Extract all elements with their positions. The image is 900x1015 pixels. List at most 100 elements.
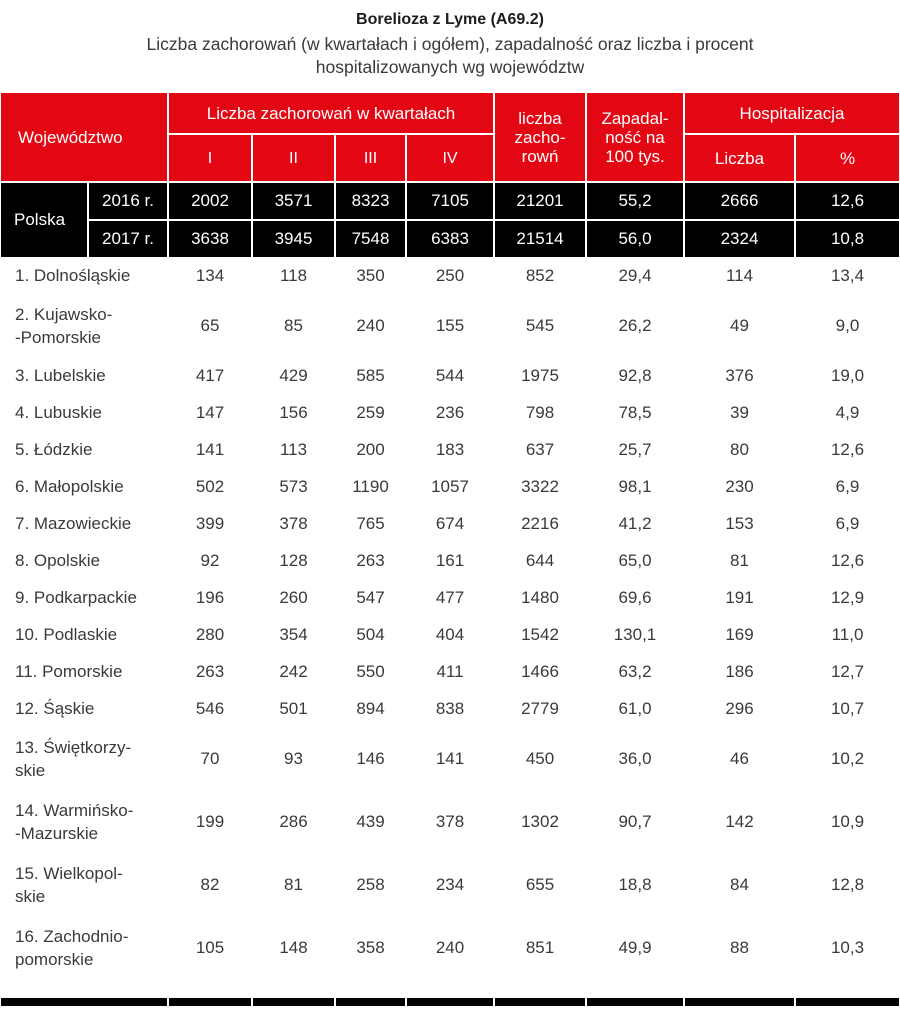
poland-value-cell: 2002	[169, 183, 251, 219]
row-value: 674	[435, 513, 465, 533]
row-value: 644	[525, 550, 555, 570]
header-cell-quarters-group: Liczba zachorowań w kwartałach	[169, 93, 493, 133]
poland-value-cell: 3638	[169, 221, 251, 257]
title-block: Borelioza z Lyme (A69.2) Liczba zachorow…	[0, 0, 900, 79]
row-value: 142	[725, 811, 754, 831]
table-row: 5. Łódzkie 141 113 200 183 637 25,7 80 12,6	[1, 431, 899, 468]
bottom-bar-segment	[253, 998, 334, 1006]
row-name: 4. Lubuskie	[15, 403, 102, 422]
row-name: 5. Łódzkie	[15, 440, 93, 459]
row-name: 8. Opolskie	[15, 551, 101, 570]
row-value: 3322	[521, 476, 559, 496]
row-value: 230	[725, 476, 754, 496]
poland-value-cell: 2324	[685, 221, 794, 257]
row-value: 573	[279, 476, 308, 496]
row-value: 84	[730, 874, 749, 894]
table-row: 12. Śąskie 546 501 894 838 2779 61,0 296 10,7	[1, 690, 899, 727]
table-row: 6. Małopolskie 502 573 1190 1057 3322 98,1 230 6…	[1, 468, 899, 505]
bottom-bar-segment	[685, 998, 794, 1006]
row-value: 148	[279, 937, 308, 957]
table-row: 4. Lubuskie 147 156 259 236 798 78,5 39 4,9	[1, 394, 899, 431]
row-value: 183	[435, 439, 465, 459]
table-row: 7. Mazowieckie 399 378 765 674 2216 41,2 153 6,9	[1, 505, 899, 542]
row-value: 85	[284, 315, 303, 335]
row-value: 134	[195, 265, 225, 285]
row-value: 118	[279, 265, 308, 285]
row-value: 90,7	[618, 811, 652, 831]
poland-value-cell: 3945	[253, 221, 334, 257]
row-value: 240	[356, 315, 385, 335]
row-name: 15. Wielkopol- skie	[15, 863, 123, 906]
bottom-bar-segment	[495, 998, 585, 1006]
row-value: 250	[435, 265, 465, 285]
row-value: 12,6	[830, 439, 865, 459]
row-name: 1. Dolnośląskie	[15, 266, 131, 285]
row-name: 10. Podlaskie	[15, 625, 118, 644]
row-value: 280	[195, 624, 225, 644]
row-value: 504	[356, 624, 385, 644]
poland-summary: Polska 2016 r. 2002 3571 8323 7105 21201 55,2 2…	[1, 183, 899, 257]
row-name: 6. Małopolskie	[15, 477, 124, 496]
poland-value-cell: 56,0	[587, 221, 683, 257]
row-value: 12,8	[830, 874, 865, 894]
row-value: 49,9	[618, 937, 652, 957]
row-value: 19,0	[830, 365, 865, 385]
stats-table: Województwo Liczba zachorowań w kwartała…	[1, 93, 899, 1006]
table-row: 9. Podkarpackie 196 260 547 477 1480 69,6 191 12…	[1, 579, 899, 616]
row-name: 9. Podkarpackie	[15, 588, 137, 607]
header-cell-hospitalization: Hospitalizacja	[685, 93, 899, 133]
row-value: 98,1	[618, 476, 652, 496]
table-row: 13. Świętkorzy- skie 70 93 146 141 450 36,0 46 1…	[1, 727, 899, 790]
row-value: 240	[435, 937, 465, 957]
row-value: 1542	[521, 624, 559, 644]
poland-value-cell: 55,2	[587, 183, 683, 219]
row-value: 186	[725, 661, 754, 681]
row-value: 92,8	[618, 365, 652, 385]
bottom-bar-segment	[336, 998, 405, 1006]
table-row: 16. Zachodnio- pomorskie 105 148 358 240 851 4…	[1, 916, 899, 979]
row-value: 10,9	[830, 811, 865, 831]
row-name: 16. Zachodnio- pomorskie	[15, 926, 129, 969]
poland-value-cell: 8323	[336, 183, 405, 219]
row-value: 36,0	[618, 748, 652, 768]
bottom-bar-segment	[407, 998, 493, 1006]
row-value: 82	[200, 874, 220, 894]
row-value: 12,6	[830, 550, 865, 570]
row-value: 404	[435, 624, 465, 644]
row-value: 296	[725, 698, 754, 718]
row-value: 161	[435, 550, 465, 570]
header-cell-hosp-percent: %	[796, 135, 899, 181]
row-value: 81	[730, 550, 749, 570]
table-row: 10. Podlaskie 280 354 504 404 1542 130,1 169 11,…	[1, 616, 899, 653]
table-row: 1. Dolnośląskie 134 118 350 250 852 29,4 114 13,…	[1, 257, 899, 294]
row-name: 12. Śąskie	[15, 699, 95, 718]
row-value: 63,2	[618, 661, 652, 681]
row-value: 88	[730, 937, 749, 957]
row-value: 411	[436, 661, 464, 681]
row-value: 92	[200, 550, 220, 570]
table-row: 14. Warmińsko- -Mazurskie 199 286 439 378 130…	[1, 790, 899, 853]
row-value: 798	[525, 402, 555, 422]
poland-value-cell: 10,8	[796, 221, 899, 257]
row-name: 7. Mazowieckie	[15, 514, 132, 533]
page-subtitle: Liczba zachorowań (w kwartałach i ogółem…	[146, 34, 754, 77]
row-value: 141	[435, 748, 465, 768]
row-value: 544	[435, 365, 465, 385]
poland-value-cell: 6383	[407, 221, 493, 257]
row-name: 2. Kujawsko- -Pomorskie	[15, 304, 113, 347]
poland-year-cell: 2017 r.	[89, 221, 167, 257]
row-value: 29,4	[618, 265, 652, 285]
row-value: 114	[725, 265, 754, 285]
header-cell-quarter-3: III	[336, 135, 405, 181]
row-value: 12,9	[830, 587, 865, 607]
row-value: 10,2	[830, 748, 865, 768]
header-cell-hosp-count: Liczba	[685, 135, 794, 181]
row-value: 10,7	[830, 698, 865, 718]
row-value: 637	[525, 439, 555, 459]
poland-value-cell: 7105	[407, 183, 493, 219]
row-value: 9,0	[835, 315, 860, 335]
row-value: 11,0	[831, 624, 864, 644]
row-value: 378	[435, 811, 465, 831]
row-value: 242	[279, 661, 308, 681]
row-value: 894	[356, 698, 385, 718]
